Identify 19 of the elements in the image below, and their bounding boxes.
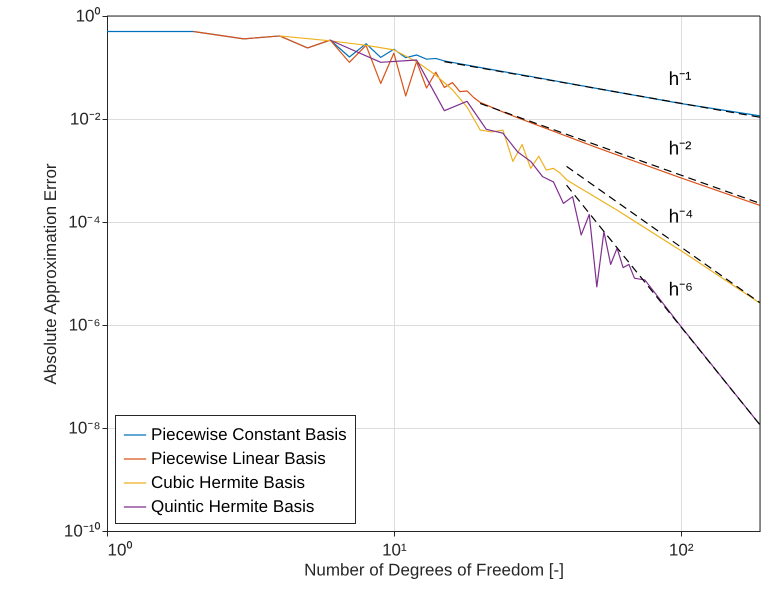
x-tick-label: 10² — [668, 540, 694, 560]
legend-label: Piecewise Constant Basis — [151, 425, 347, 444]
legend-label: Quintic Hermite Basis — [151, 497, 314, 516]
y-tick-label: 10⁰ — [76, 6, 100, 26]
annotation: h⁻¹ — [668, 69, 692, 90]
y-tick-label: 10⁻⁴ — [68, 212, 100, 232]
y-tick-label: 10⁻⁶ — [68, 316, 100, 334]
x-tick-label: 10⁰ — [108, 540, 132, 560]
y-axis-title: Absolute Approximation Error — [40, 163, 60, 385]
y-tick-label: 10⁻² — [70, 110, 101, 128]
legend-label: Cubic Hermite Basis — [151, 473, 305, 492]
y-tick-label: 10⁻⁸ — [68, 418, 100, 438]
legend-label: Piecewise Linear Basis — [151, 449, 326, 468]
x-tick-label: 10¹ — [382, 540, 407, 560]
annotation: h⁻⁴ — [668, 206, 694, 228]
annotation: h⁻² — [668, 138, 692, 160]
annotation: h⁻⁶ — [668, 280, 693, 301]
x-axis-title: Number of Degrees of Freedom [-] — [304, 560, 564, 580]
y-tick-label: 10⁻¹⁰ — [64, 522, 100, 540]
